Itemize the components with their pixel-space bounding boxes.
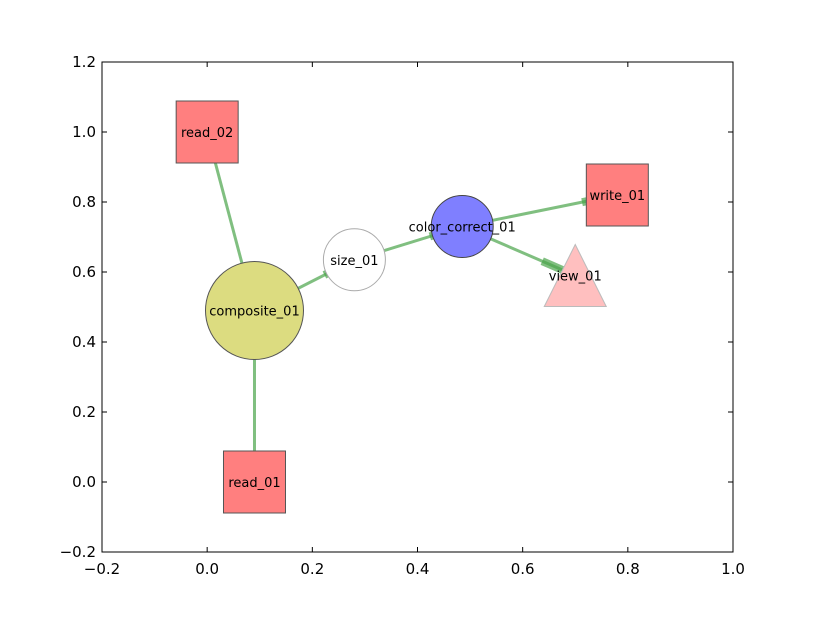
node-label-composite_01: composite_01	[209, 305, 300, 320]
ticks-layer: −0.2 0.0 0.2 0.4 0.6 0.8 1.0 −0.2 0.0 0.2 0.4 0.6 0.…	[60, 53, 745, 578]
y-tick-label: 1.2	[72, 53, 96, 71]
x-tick-label: 0.4	[406, 560, 430, 578]
x-tick-label: 0.6	[511, 560, 535, 578]
x-tick-label: −0.2	[84, 560, 120, 578]
labels-layer: read_02 read_01 composite_01 size_01 color_c…	[181, 126, 645, 491]
y-tick-label: 0.0	[72, 473, 96, 491]
node-label-read_01: read_01	[228, 476, 280, 491]
y-tick-label: 0.2	[72, 403, 96, 421]
y-tick-label: −0.2	[60, 543, 96, 561]
node-size_01	[322, 228, 386, 292]
node-view_01	[543, 243, 608, 307]
y-tick-label: 1.0	[72, 123, 96, 141]
nodes-layer	[175, 100, 649, 514]
node-read_01	[222, 450, 286, 514]
x-tick-label: 0.8	[616, 560, 640, 578]
node-label-size_01: size_01	[330, 254, 378, 269]
node-composite_01	[204, 261, 304, 360]
y-tick-label: 0.6	[72, 263, 96, 281]
node-write_01	[585, 163, 649, 227]
y-tick-label: 0.4	[72, 333, 96, 351]
x-tick-label: 0.2	[300, 560, 324, 578]
x-tick-label: 0.0	[195, 560, 219, 578]
node-label-write_01: write_01	[589, 189, 645, 204]
node-read_02	[175, 100, 239, 164]
node-label-read_02: read_02	[181, 126, 233, 141]
node-label-view_01: view_01	[549, 270, 602, 285]
x-tick-label: 1.0	[721, 560, 745, 578]
node-label-color_correct_01: color_correct_01	[409, 221, 516, 236]
node-color_correct_01	[430, 195, 494, 258]
y-tick-label: 0.8	[72, 193, 96, 211]
